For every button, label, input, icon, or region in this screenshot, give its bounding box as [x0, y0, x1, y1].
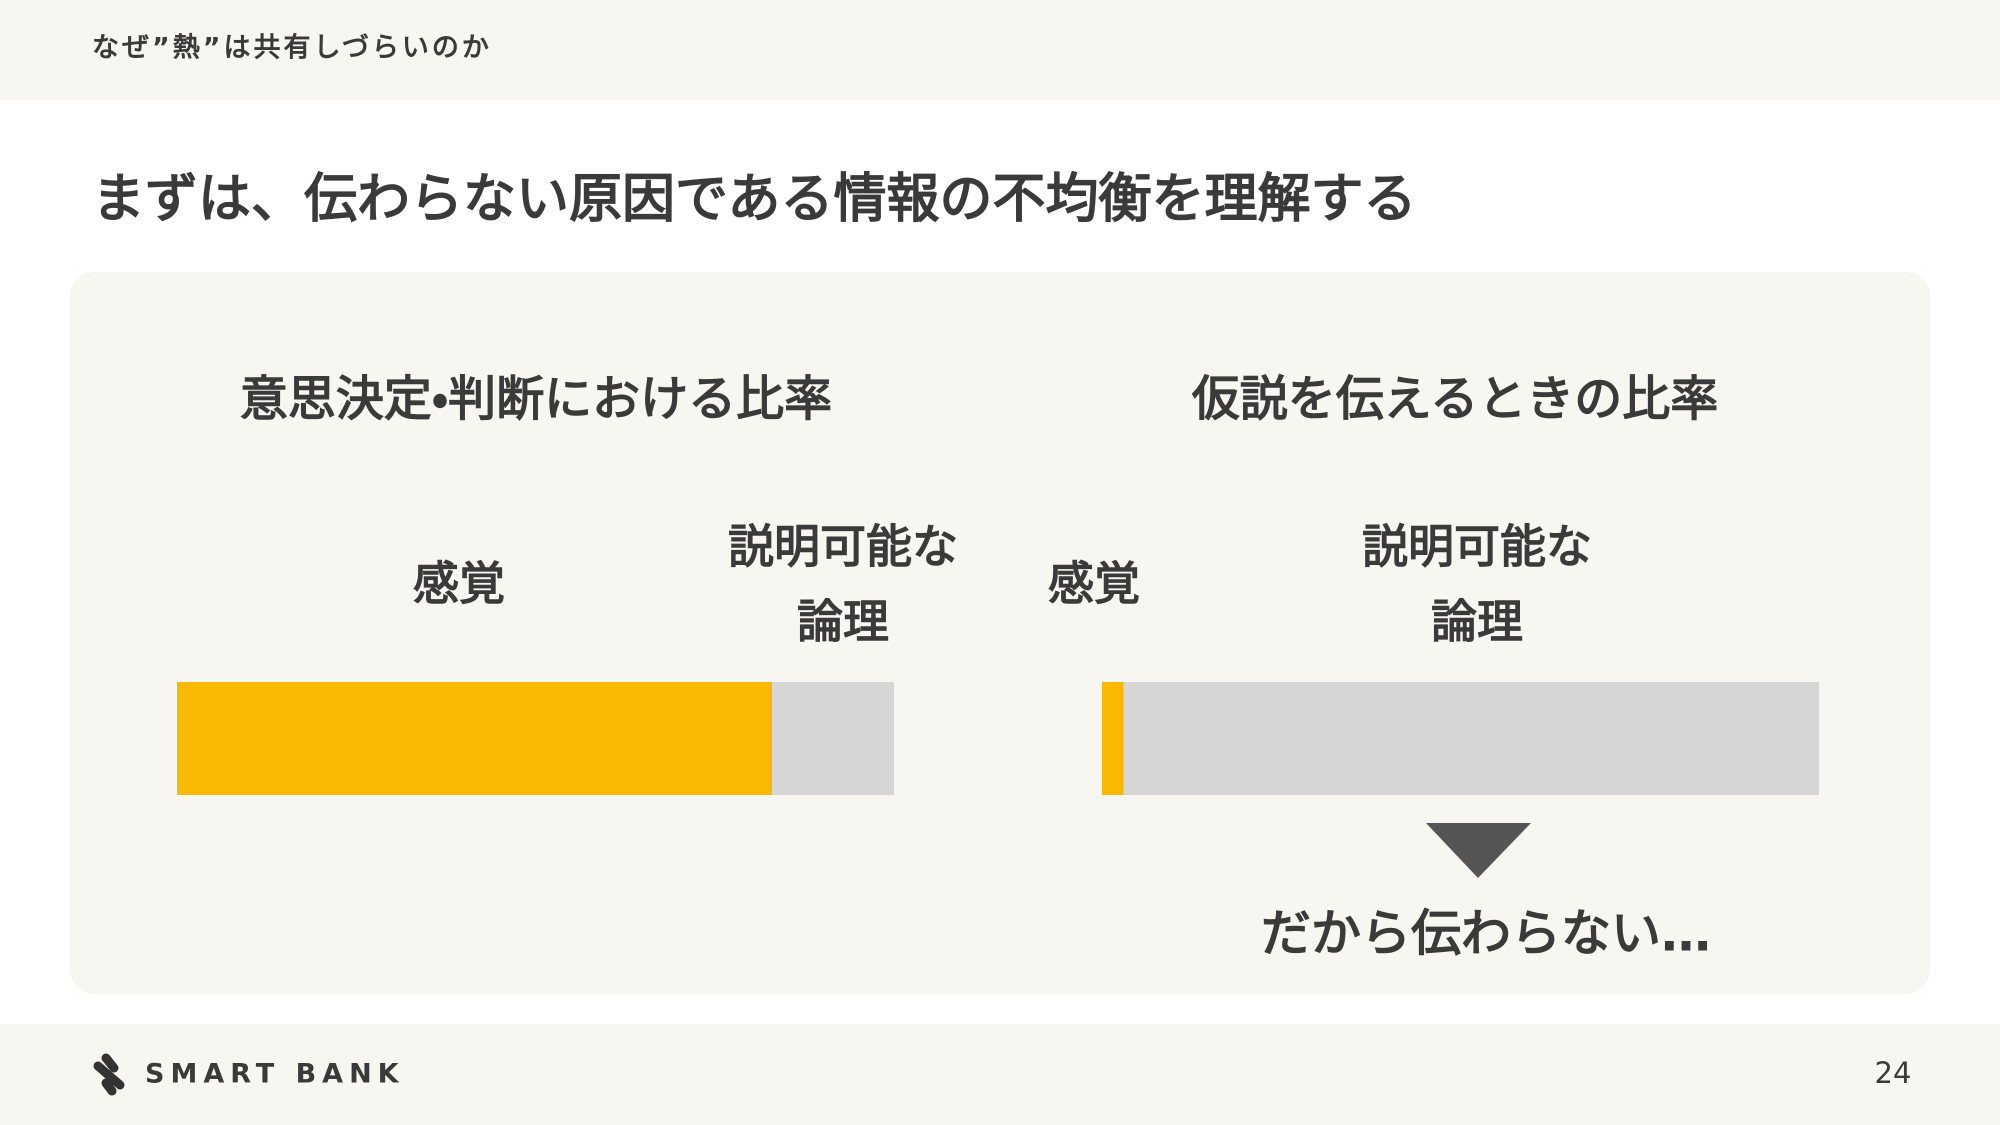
segment-label: 説明可能な論理: [1362, 519, 1592, 648]
header-text: なぜ”熱”は共有しづらいのか: [92, 33, 492, 64]
chart-title: 意思決定・判断における比率: [240, 371, 832, 427]
header-band: [0, 0, 2000, 100]
segment-label: 感覚: [1048, 557, 1140, 611]
conclusion: だから伝わらない…: [1261, 905, 1711, 963]
chart-title: 仮説を伝えるときの比率: [1191, 371, 1719, 427]
bar-segment: [1123, 682, 1819, 795]
footer-band: [0, 1024, 2000, 1125]
logo-icon: [93, 1053, 125, 1096]
logo-text: SMART BANK: [145, 1059, 405, 1090]
bar-segment: [772, 682, 894, 795]
segment-label: 感覚: [413, 557, 505, 611]
slide-title: まずは、伝わらない原因である情報の不均衡を理解する: [92, 169, 1416, 230]
segment-label: 説明可能な論理: [728, 519, 958, 648]
page-number: 24: [1875, 1056, 1912, 1090]
content-panel: [70, 272, 1930, 994]
bar-segment: [177, 682, 773, 795]
bar-segment: [1102, 682, 1124, 795]
arrow-down: [1426, 823, 1531, 878]
